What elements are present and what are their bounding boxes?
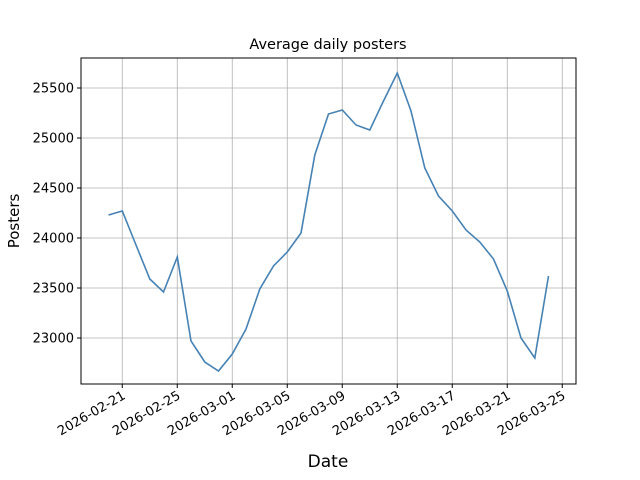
y-tick-label: 24000 [33,232,74,247]
y-tick-label: 24500 [33,182,74,197]
line [108,70,550,373]
plot-frame [80,57,577,385]
y-tick-label: 23500 [33,282,74,297]
x-axis-label: Date [308,452,349,472]
y-axis-label: Posters [5,194,23,249]
y-tick-label: 23000 [33,332,74,347]
chart-title: Average daily posters [249,37,406,53]
y-tick-label: 25000 [33,132,74,147]
y-tick-label: 25500 [33,82,74,97]
